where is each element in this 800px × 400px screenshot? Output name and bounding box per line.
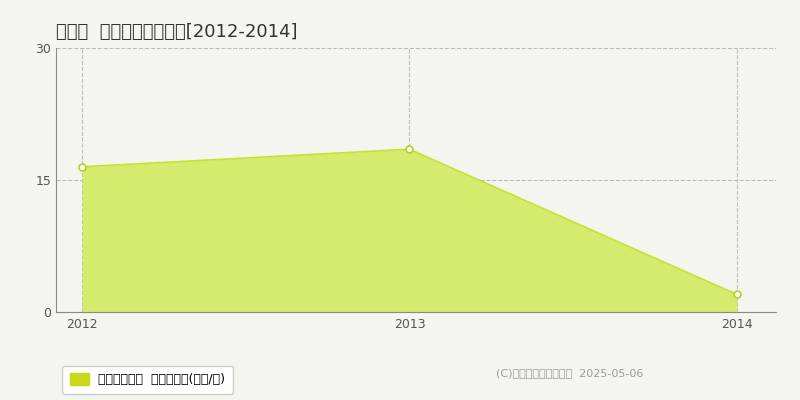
Point bbox=[76, 164, 89, 170]
Legend: 収益物件価格  平均坪単価(万円/坪): 収益物件価格 平均坪単価(万円/坪) bbox=[62, 366, 233, 394]
Point bbox=[403, 146, 416, 152]
Text: (C)土地価格ドットコム  2025-05-06: (C)土地価格ドットコム 2025-05-06 bbox=[496, 368, 643, 378]
Point bbox=[730, 291, 743, 298]
Text: 東川町  収益物件価格推移[2012-2014]: 東川町 収益物件価格推移[2012-2014] bbox=[56, 23, 298, 41]
